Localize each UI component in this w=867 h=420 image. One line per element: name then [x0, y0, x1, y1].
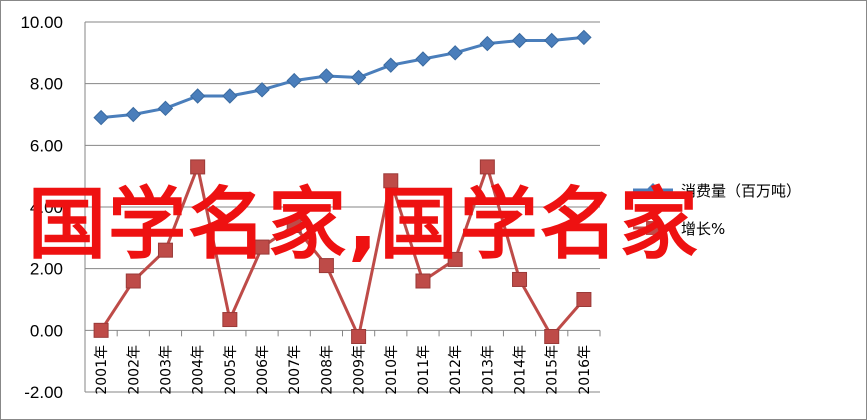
- x-tick-label: 2010年: [384, 345, 400, 395]
- x-tick-label: 2002年: [126, 345, 142, 395]
- data-point: [511, 32, 528, 49]
- x-tick-label: 2006年: [255, 345, 271, 395]
- data-point: [254, 82, 270, 98]
- data-point: [222, 88, 238, 104]
- x-tick-label: 2015年: [545, 345, 561, 395]
- data-point: [383, 173, 399, 189]
- y-tick-label: 6.00: [30, 136, 63, 155]
- x-tick-label: 2001年: [94, 345, 110, 395]
- data-point: [286, 72, 302, 89]
- data-point: [544, 32, 560, 49]
- data-point: [544, 329, 560, 344]
- data-point: [125, 273, 141, 289]
- data-point: [479, 35, 496, 52]
- data-point: [479, 159, 495, 175]
- data-point: [222, 312, 238, 328]
- data-point: [351, 329, 367, 344]
- series-line-1: [99, 165, 586, 338]
- data-point: [350, 69, 367, 86]
- x-tick-label: 2016年: [577, 345, 593, 395]
- data-point: [383, 57, 399, 73]
- data-point: [157, 242, 173, 258]
- y-tick-label: 10.00: [20, 13, 63, 32]
- y-tick-label: 2.00: [30, 260, 63, 279]
- data-point: [576, 29, 592, 46]
- x-tick-label: 2003年: [158, 345, 174, 395]
- legend-label: 增长%: [681, 220, 725, 238]
- data-point: [93, 322, 109, 338]
- data-point: [254, 239, 270, 255]
- legend-marker: [646, 221, 660, 235]
- y-tick-label: 8.00: [30, 75, 63, 94]
- x-tick-label: 2004年: [191, 345, 207, 395]
- y-tick-label: 4.00: [30, 198, 63, 217]
- y-tick-label: -2.00: [24, 383, 63, 402]
- data-point: [157, 100, 174, 117]
- data-point: [576, 292, 592, 307]
- x-tick-label: 2011年: [416, 345, 432, 395]
- data-point: [512, 271, 528, 287]
- x-tick-label: 2009年: [352, 345, 368, 395]
- x-tick-label: 2013年: [480, 345, 496, 395]
- data-point: [286, 218, 302, 233]
- x-tick-label: 2005年: [223, 345, 239, 395]
- x-tick-label: 2012年: [448, 345, 464, 395]
- data-point: [447, 45, 463, 61]
- data-point: [125, 106, 141, 123]
- legend-marker: [646, 183, 660, 197]
- legend-label: 消费量（百万吨）: [681, 182, 801, 200]
- data-point: [318, 258, 334, 274]
- data-point: [415, 273, 431, 289]
- data-point: [189, 88, 206, 104]
- data-point: [415, 51, 431, 67]
- data-point: [190, 159, 206, 175]
- x-tick-label: 2008年: [319, 345, 335, 395]
- x-tick-label: 2014年: [513, 345, 529, 395]
- y-tick-label: 0.00: [30, 321, 63, 340]
- data-point: [93, 109, 109, 126]
- series-line-0: [100, 35, 585, 120]
- x-tick-label: 2007年: [287, 345, 303, 395]
- data-point: [318, 68, 335, 84]
- data-point: [447, 251, 463, 267]
